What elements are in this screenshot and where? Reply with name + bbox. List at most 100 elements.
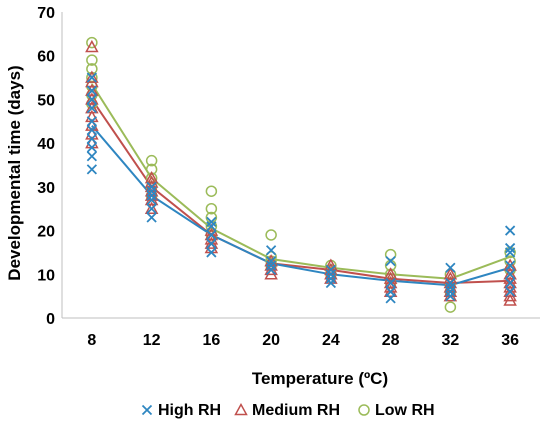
data-point-high-rh [146, 194, 157, 206]
x-tick-label: 28 [382, 332, 400, 349]
data-point-medium-rh [503, 267, 517, 280]
data-point-medium-rh [503, 258, 517, 271]
y-tick-label: 20 [37, 224, 55, 241]
data-point-high-rh [325, 277, 337, 289]
data-point-low-rh [265, 229, 277, 241]
y-tick-labels: 0 10 20 30 40 50 60 70 [37, 5, 55, 328]
data-point-high-rh [86, 164, 98, 175]
data-point-high-rh [385, 277, 396, 289]
data-point-high-rh [265, 245, 277, 256]
data-point-high-rh [265, 264, 277, 276]
y-tick-label: 70 [37, 5, 55, 22]
data-point-high-rh [86, 94, 98, 105]
x-tick-label: 12 [143, 332, 161, 349]
data-point-high-rh [504, 247, 516, 258]
legend-item-medium-rh: Medium RH [234, 402, 340, 419]
y-axis-title: Developmental time (days) [5, 65, 24, 280]
legend-marker-medium-rh [234, 402, 248, 416]
x-tick-label: 24 [322, 332, 340, 349]
data-point-high-rh [325, 264, 337, 276]
data-point-high-rh [146, 203, 157, 214]
x-tick-label: 32 [441, 332, 459, 349]
data-point-high-rh [146, 190, 157, 201]
data-markers [85, 36, 517, 313]
data-point-high-rh [206, 216, 217, 227]
data-point-high-rh [86, 124, 98, 136]
data-point-high-rh [206, 238, 217, 249]
legend-item-low-rh: Low RH [358, 402, 435, 419]
data-point-high-rh [445, 277, 456, 289]
data-point-high-rh [385, 286, 396, 297]
data-point-high-rh [445, 291, 456, 302]
mean-lines [91, 83, 511, 287]
data-point-high-rh [86, 72, 98, 83]
data-point-high-rh [265, 260, 277, 271]
y-tick-label: 60 [37, 49, 55, 66]
series-line-high-rh [91, 125, 511, 287]
data-point-high-rh [206, 221, 217, 232]
data-point-low-rh [384, 248, 397, 261]
data-point-low-rh [145, 163, 158, 176]
data-point-low-rh [444, 301, 457, 313]
x-axis-title: Temperature (ºC) [252, 369, 388, 388]
data-point-high-rh [325, 273, 337, 284]
data-point-high-rh [445, 282, 456, 293]
y-tick-label: 40 [37, 136, 55, 153]
data-point-low-rh [205, 185, 218, 197]
y-tick-label: 30 [37, 180, 55, 197]
legend-marker-high-rh [141, 404, 153, 416]
x-tick-label: 16 [202, 332, 220, 349]
series-line-medium-rh [91, 98, 511, 285]
legend-label-high-rh: High RH [158, 402, 221, 419]
legend: High RH Medium RH Low RH [141, 402, 435, 419]
legend-label-low-rh: Low RH [375, 402, 435, 419]
data-point-high-rh [504, 242, 516, 254]
legend-marker-low-rh [358, 404, 370, 416]
data-point-high-rh [206, 247, 217, 258]
data-point-high-rh [86, 85, 98, 96]
data-point-high-rh [504, 286, 516, 297]
legend-item-high-rh: High RH [141, 402, 221, 419]
x-tick-label: 8 [87, 332, 96, 349]
data-point-medium-rh [144, 171, 159, 184]
y-tick-label: 0 [46, 311, 55, 328]
data-point-medium-rh [383, 267, 398, 280]
data-point-medium-rh [443, 267, 458, 280]
x-tick-label: 36 [501, 332, 519, 349]
data-point-medium-rh [85, 83, 99, 96]
data-point-high-rh [265, 256, 277, 267]
data-point-high-rh [146, 181, 157, 192]
data-point-medium-rh [144, 201, 159, 214]
data-point-medium-rh [85, 101, 99, 114]
data-point-medium-rh [85, 39, 99, 53]
data-point-medium-rh [85, 70, 99, 83]
data-point-high-rh [325, 269, 337, 280]
data-point-low-rh [86, 54, 98, 66]
data-point-low-rh [86, 63, 98, 75]
data-point-high-rh [206, 229, 217, 241]
data-point-high-rh [504, 277, 516, 289]
data-point-high-rh [86, 103, 98, 114]
data-point-high-rh [146, 212, 157, 223]
data-point-high-rh [445, 262, 456, 273]
data-point-high-rh [385, 256, 396, 267]
data-point-high-rh [86, 133, 98, 144]
data-point-high-rh [504, 269, 516, 280]
y-tick-label: 10 [37, 267, 55, 284]
data-point-high-rh [445, 286, 456, 297]
legend-label-medium-rh: Medium RH [252, 402, 340, 419]
data-point-high-rh [86, 116, 98, 127]
data-point-low-rh [145, 154, 158, 167]
data-point-high-rh [86, 151, 98, 162]
data-point-low-rh [86, 36, 98, 49]
data-point-high-rh [504, 225, 516, 236]
x-tick-labels: 8 12 16 20 24 28 32 36 [87, 332, 519, 349]
data-point-medium-rh [85, 92, 99, 105]
data-point-high-rh [86, 142, 98, 153]
data-point-low-rh [205, 202, 218, 215]
plot-area: 0 10 20 30 40 50 60 70 8 12 16 20 24 28 32 36 [37, 5, 540, 349]
series-line-low-rh [91, 83, 511, 280]
data-point-high-rh [504, 260, 516, 271]
x-tick-label: 20 [262, 332, 280, 349]
